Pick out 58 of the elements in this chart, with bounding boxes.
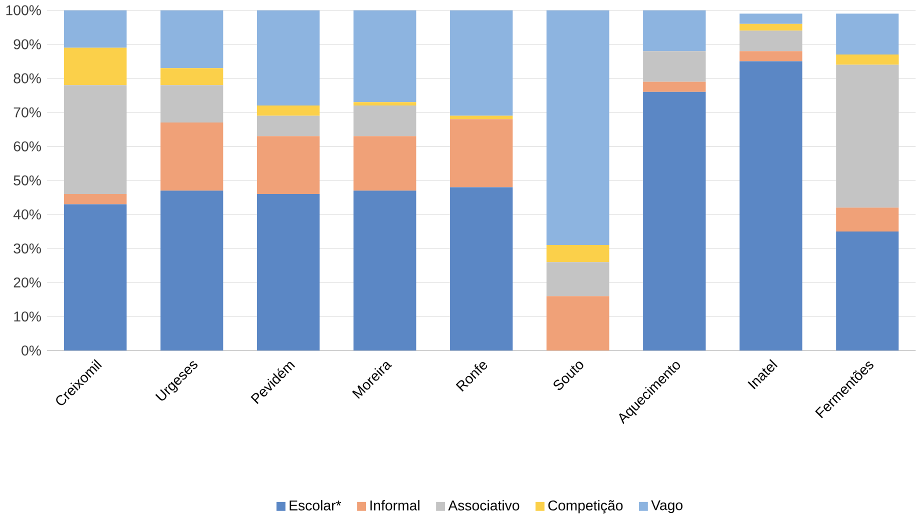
bar — [354, 106, 416, 136]
legend-label: Vago — [651, 500, 682, 514]
bar — [836, 208, 899, 232]
legend-label: Informal — [370, 500, 420, 510]
bar — [64, 204, 127, 351]
y-tick-label: 0% — [22, 346, 41, 356]
bar — [450, 187, 513, 351]
y-tick-label: 70% — [14, 107, 41, 118]
bar — [643, 82, 706, 92]
bar — [643, 51, 706, 82]
bar — [836, 14, 899, 54]
bar — [160, 85, 224, 123]
bar — [546, 10, 610, 246]
bar — [354, 102, 416, 106]
bar — [256, 116, 320, 136]
bar — [740, 51, 802, 62]
y-tick-label: 100% — [6, 5, 41, 16]
y-tick-label: 80% — [14, 73, 41, 84]
bar — [64, 194, 127, 204]
bar — [160, 68, 224, 86]
bar — [546, 262, 610, 296]
bar — [546, 245, 610, 262]
bar — [64, 48, 127, 86]
bar — [256, 136, 320, 194]
y-tick-label: 20% — [14, 277, 41, 288]
bar — [64, 85, 127, 194]
bar — [740, 24, 802, 31]
bar — [740, 30, 802, 52]
bar — [160, 10, 224, 68]
bar — [450, 10, 513, 116]
bar — [740, 14, 802, 24]
bar — [64, 10, 127, 48]
bar — [354, 136, 416, 191]
bar — [450, 116, 513, 120]
bar — [836, 54, 899, 65]
bar — [160, 190, 224, 351]
y-tick-label: 60% — [14, 141, 41, 152]
y-tick-label: 90% — [14, 39, 41, 50]
y-tick-label: 40% — [13, 209, 41, 220]
bar — [643, 10, 706, 52]
legend-label: Escolar* — [290, 500, 342, 510]
bar — [256, 106, 320, 116]
bar — [256, 194, 320, 351]
bar — [354, 10, 416, 102]
bar — [836, 231, 899, 351]
y-tick-label: 50% — [14, 175, 41, 186]
bar — [836, 64, 899, 208]
bar — [740, 61, 802, 351]
bar — [643, 92, 706, 351]
legend-label: Competição — [548, 500, 623, 514]
bar — [256, 10, 320, 106]
y-tick-label: 10% — [14, 312, 41, 322]
bar — [160, 122, 224, 191]
bar — [546, 296, 610, 351]
legend-label: Associativo — [448, 500, 520, 510]
bar — [354, 190, 416, 351]
bar — [450, 119, 513, 188]
y-tick-label: 30% — [14, 243, 41, 254]
